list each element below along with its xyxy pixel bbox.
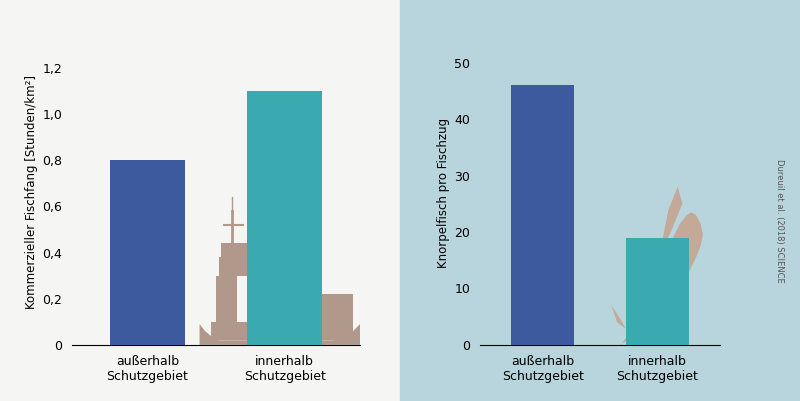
Bar <box>511 85 574 345</box>
Bar <box>626 238 689 345</box>
Polygon shape <box>210 322 353 340</box>
Bar <box>110 160 185 345</box>
Polygon shape <box>257 294 353 322</box>
Polygon shape <box>216 275 237 322</box>
Y-axis label: Kommerzieller Fischfang [Stunden/km²]: Kommerzieller Fischfang [Stunden/km²] <box>25 75 38 310</box>
Polygon shape <box>218 257 252 275</box>
Polygon shape <box>643 288 666 334</box>
Polygon shape <box>222 243 249 257</box>
Polygon shape <box>611 305 629 334</box>
Polygon shape <box>609 334 629 362</box>
Polygon shape <box>629 212 703 334</box>
Polygon shape <box>271 266 298 294</box>
Y-axis label: Knorpelfisch pro Fischzug: Knorpelfisch pro Fischzug <box>437 117 450 267</box>
Text: Dureuil et al. (2018) SCIENCE: Dureuil et al. (2018) SCIENCE <box>775 159 785 282</box>
Polygon shape <box>659 187 682 257</box>
Bar <box>247 91 322 345</box>
Polygon shape <box>199 324 360 345</box>
